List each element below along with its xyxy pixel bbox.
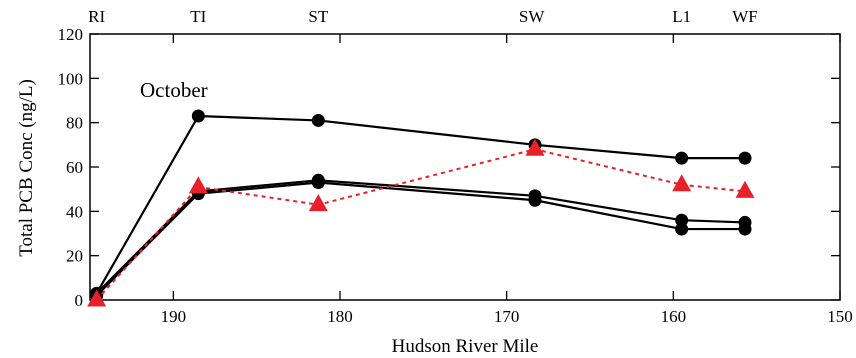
y-axis-title: Total PCB Conc (ng/L): [16, 79, 37, 257]
site-label: RI: [88, 7, 105, 26]
site-label: L1: [672, 7, 691, 26]
site-label: TI: [190, 7, 206, 26]
x-tick-label: 160: [661, 307, 687, 326]
axis-labels: 0 20 40 60 80 100 120 190 180 170 160 150 RI TI ST SW L1…: [58, 7, 853, 326]
data-point-triangle: [188, 176, 208, 194]
y-tick-label: 40: [66, 202, 83, 221]
series-line-4: [95, 148, 746, 301]
data-point-circle: [311, 113, 325, 127]
site-label: WF: [732, 7, 758, 26]
y-tick-label: 100: [58, 69, 84, 88]
month-annotation: October: [140, 78, 208, 102]
y-tick-label: 120: [58, 25, 84, 44]
y-tick-label: 20: [66, 247, 83, 266]
data-point-circle: [191, 109, 205, 123]
data-point-circle: [311, 176, 325, 190]
series-layer: [87, 109, 755, 307]
site-label: ST: [308, 7, 328, 26]
data-point-triangle: [87, 289, 107, 307]
data-point-circle: [528, 193, 542, 207]
data-point-triangle: [735, 180, 755, 198]
y-tick-label: 60: [66, 158, 83, 177]
data-point-circle: [675, 151, 689, 165]
data-point-triangle: [672, 174, 692, 192]
x-tick-label: 190: [161, 307, 187, 326]
data-point-circle: [738, 222, 752, 236]
series-line-2: [95, 179, 746, 295]
x-tick-label: 180: [327, 307, 353, 326]
data-point-circle: [738, 151, 752, 165]
x-tick-label: 150: [827, 307, 853, 326]
y-tick-label: 0: [75, 291, 84, 310]
series-line-1: [95, 114, 745, 294]
data-point-circle: [675, 222, 689, 236]
data-point-triangle: [525, 138, 545, 156]
x-axis-title: Hudson River Mile: [392, 336, 539, 357]
site-label: SW: [519, 7, 545, 26]
data-point-triangle: [308, 194, 328, 212]
axis-ticks: [90, 33, 841, 301]
x-tick-label: 170: [494, 307, 520, 326]
y-tick-label: 80: [66, 114, 83, 133]
series-line-3: [95, 181, 745, 297]
